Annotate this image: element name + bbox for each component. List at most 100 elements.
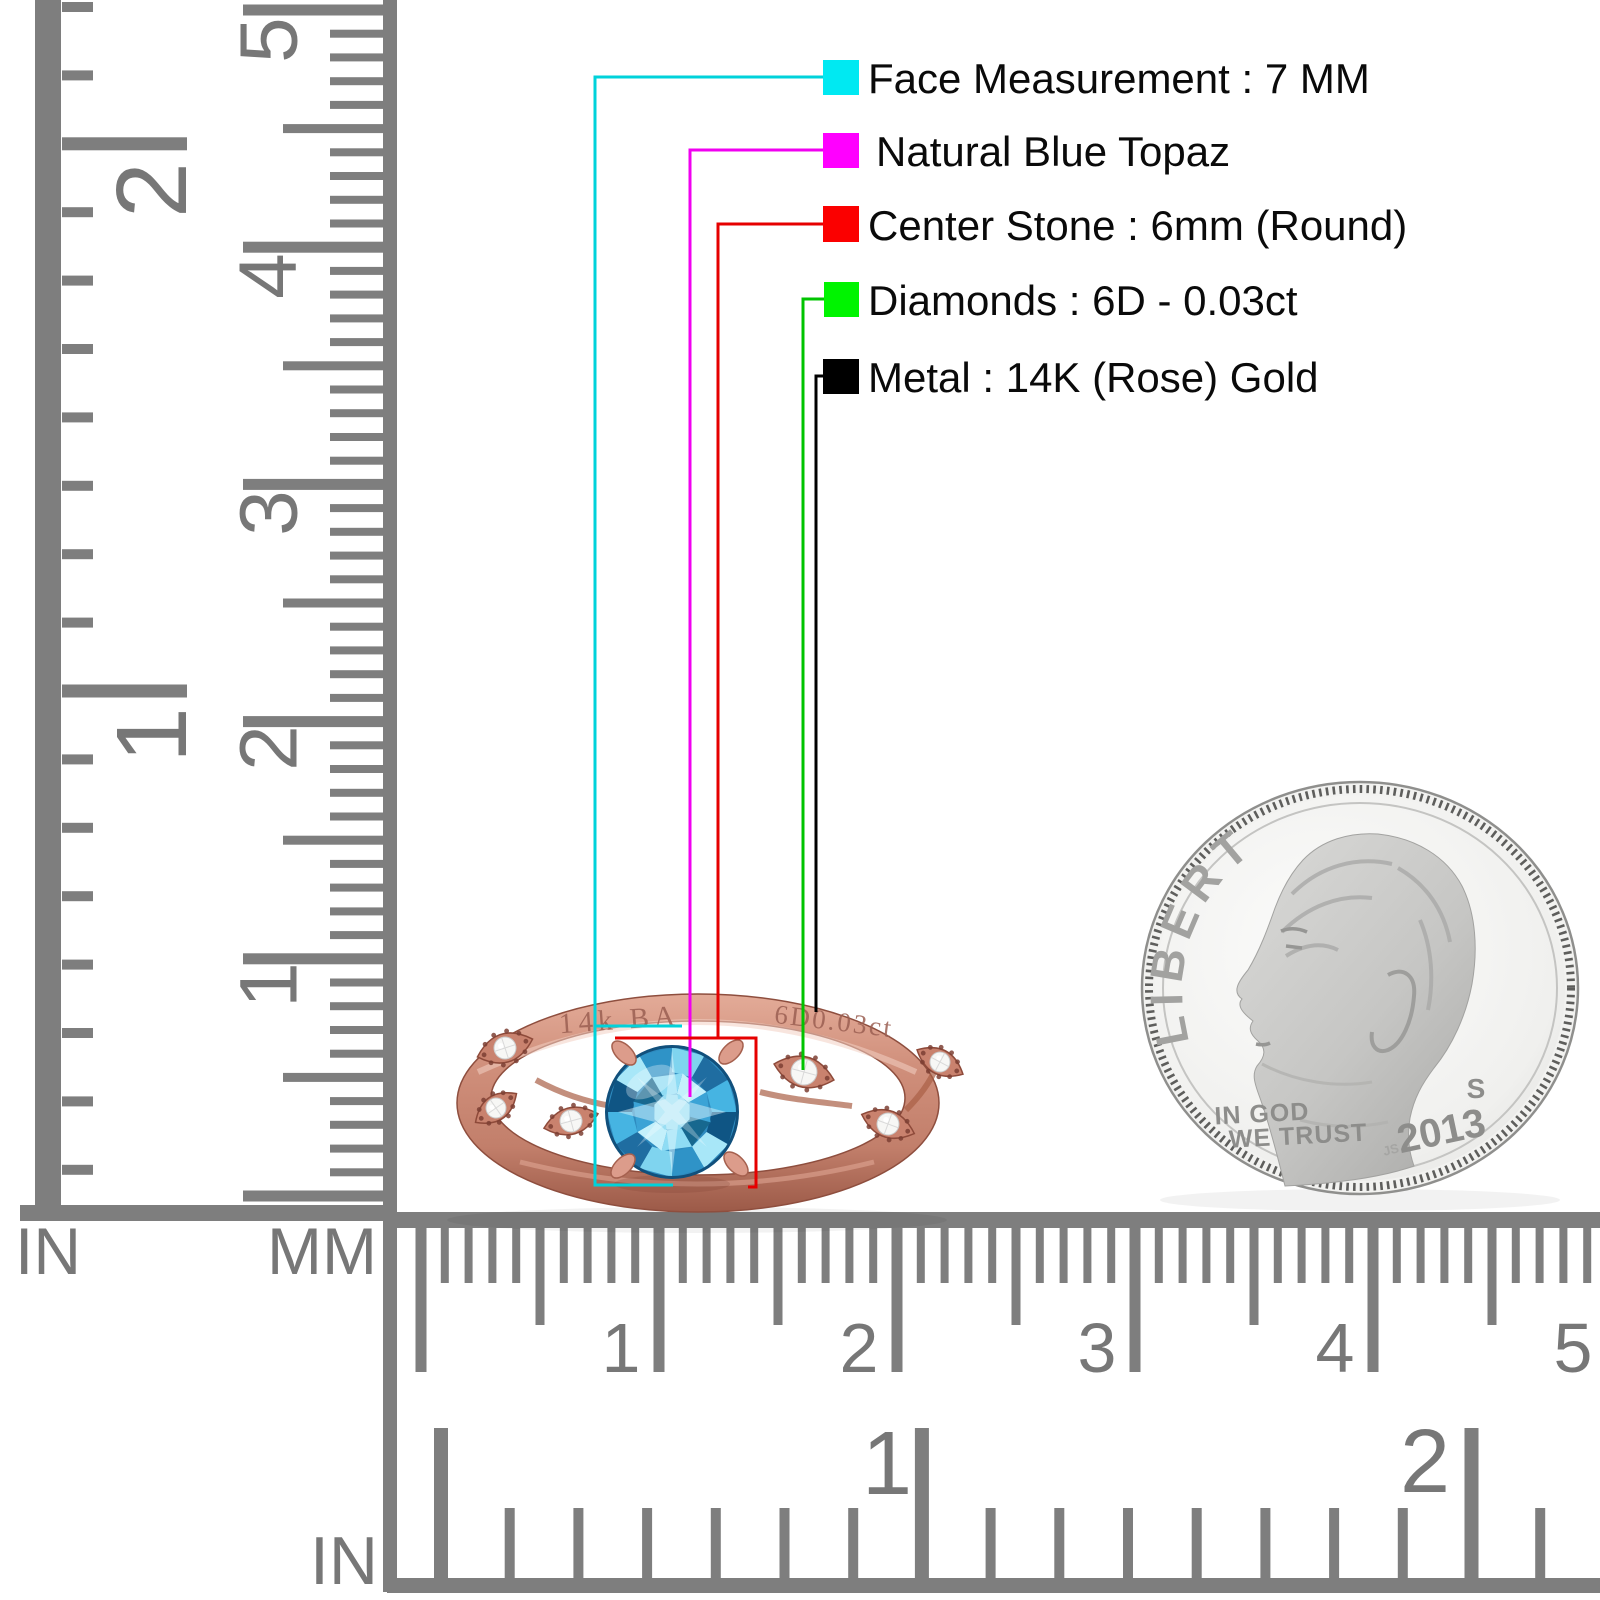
milgrain-dot: [513, 1058, 519, 1064]
ruler-tick: [1260, 1508, 1271, 1578]
ruler-bar: [390, 1212, 1600, 1228]
ruler-tick: [62, 1096, 93, 1107]
milgrain-dot: [947, 1074, 953, 1080]
legend-label: Natural Blue Topaz: [876, 128, 1230, 175]
milgrain-dot: [865, 1114, 871, 1120]
ruler-tick: [891, 1228, 903, 1372]
diamond-facets: [494, 1037, 516, 1059]
ruler-tick: [330, 148, 383, 157]
milgrain-dot: [549, 1114, 555, 1120]
milgrain-dot: [516, 1030, 522, 1036]
ruler-tick: [631, 1228, 640, 1283]
ring-photo: 14k BA 6D0.03ct: [447, 993, 964, 1233]
ruler-tick: [535, 1228, 545, 1325]
stone-facet: [672, 1047, 705, 1078]
blue-topaz-stone: [605, 1045, 739, 1179]
milgrain-dot: [476, 1107, 482, 1112]
ruler-tick: [750, 1228, 759, 1283]
ruler-tick: [283, 361, 383, 371]
ruler-bar: [383, 0, 397, 1592]
ruler-tick: [62, 480, 93, 491]
vine-leaf: [542, 1102, 600, 1140]
ruler-tick: [330, 551, 383, 560]
stone-facet: [676, 1073, 707, 1103]
ruler-tick: [440, 1228, 449, 1283]
portrait-eye-brow: [1255, 927, 1308, 1047]
stone-facet: [633, 1077, 663, 1108]
ruler-tick: [330, 907, 383, 916]
diamond-sparkle: [498, 1043, 504, 1049]
ruler-tick: [330, 646, 383, 655]
ruler-tick: [1392, 1228, 1401, 1283]
ruler-bar: [387, 1578, 1600, 1593]
ruler-tick: [1535, 1508, 1546, 1578]
ruler-number: 1: [602, 1309, 641, 1387]
milgrain-dot: [866, 1124, 872, 1130]
stone-facet: [681, 1116, 711, 1147]
bottom-inch-ruler: 1 2 IN: [310, 1412, 1600, 1599]
ruler-tick: [434, 1428, 448, 1578]
milgrain-dot: [778, 1063, 784, 1069]
ruler-tick: [1583, 1228, 1592, 1283]
ruler-tick: [330, 338, 383, 347]
ruler-tick: [330, 670, 383, 679]
milgrain-dot: [905, 1128, 911, 1134]
milgrain-dot: [488, 1060, 494, 1066]
left-inch-ruler: 2 1 IN: [15, 0, 397, 1288]
ruler-tick: [573, 1508, 584, 1578]
portrait-ear: [1369, 969, 1417, 1053]
ruler-tick: [1202, 1228, 1211, 1283]
ruler-unit-label: MM: [267, 1214, 377, 1288]
prong: [610, 1153, 636, 1179]
bottom-mm-ruler: 1 2 3 4 5: [390, 1212, 1600, 1387]
ruler-tick: [964, 1228, 973, 1283]
ruler-tick: [283, 835, 383, 845]
ruler-tick: [1178, 1228, 1187, 1283]
ruler-tick: [1535, 1228, 1544, 1283]
ruler-tick: [1273, 1228, 1282, 1283]
ruler-tick: [62, 344, 93, 354]
ruler-tick: [62, 2, 93, 12]
milgrain-dot: [587, 1122, 593, 1128]
milgrain-dot: [554, 1131, 560, 1137]
coin-shadow: [1160, 1189, 1560, 1211]
ruler-tick: [642, 1508, 653, 1578]
milgrain-dot: [920, 1059, 925, 1065]
ruler-tick: [583, 1228, 592, 1283]
ruler-tick: [330, 812, 383, 821]
milgrain-dot: [500, 1090, 506, 1096]
ruler-number: 3: [1078, 1309, 1117, 1387]
ruler-tick: [1440, 1228, 1449, 1283]
stone-sparkle: [618, 1050, 726, 1174]
ruler-tick: [607, 1228, 616, 1283]
milgrain-dot: [790, 1083, 795, 1089]
ruler-tick: [330, 765, 383, 773]
ruler-tick: [1397, 1508, 1408, 1578]
ruler-tick: [330, 53, 383, 62]
diamond-facets: [560, 1110, 582, 1132]
ruler-tick: [488, 1228, 497, 1283]
milgrain-dot: [817, 1084, 823, 1090]
milgrain-dot: [785, 1054, 791, 1060]
ruler-tick: [330, 1120, 383, 1129]
ruler-tick: [62, 275, 93, 286]
legend-label: Center Stone : 6mm (Round): [868, 202, 1407, 249]
milgrain-dot: [872, 1107, 878, 1113]
milgrain-dot: [481, 1052, 487, 1058]
milgrain-dot: [874, 1133, 880, 1138]
ruler-tick: [710, 1508, 721, 1578]
ruler-tick: [869, 1228, 878, 1283]
ruler-tick: [1083, 1228, 1092, 1283]
ruler-tick: [779, 1508, 790, 1578]
ruler-tick: [1249, 1228, 1259, 1325]
callout-line-blue-topaz: [688, 148, 823, 1097]
callout-line-face-measurement: [593, 75, 823, 1187]
ruler-tick: [62, 549, 93, 560]
stone-facet: [607, 1112, 638, 1145]
milgrain-dot: [522, 1049, 528, 1055]
legend-swatch-face-measurement: [823, 60, 859, 95]
ruler-tick: [330, 693, 383, 702]
coin-reeding: [1145, 785, 1575, 1191]
diamond-sparkle: [489, 1104, 495, 1110]
